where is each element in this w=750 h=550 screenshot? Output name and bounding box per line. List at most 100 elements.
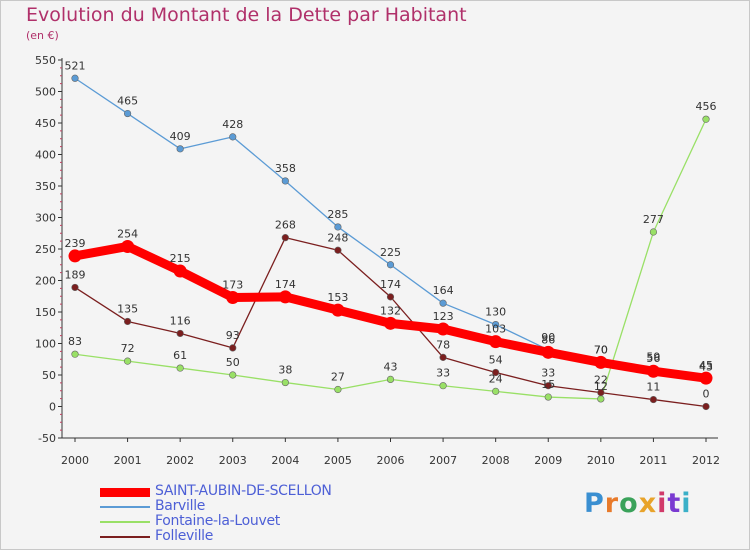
series-point-2 — [176, 364, 184, 372]
x-tick-label: 2008 — [482, 454, 510, 467]
series-point-0 — [68, 249, 82, 263]
series-point-1 — [439, 299, 447, 307]
y-tick-label: 550 — [35, 54, 56, 67]
data-label-1: 465 — [117, 95, 138, 108]
data-label-1: 409 — [170, 130, 191, 143]
series-line-1 — [74, 77, 707, 381]
series-point-2 — [334, 385, 342, 394]
series-point-0 — [384, 316, 397, 330]
series-point-0 — [594, 355, 608, 369]
x-tick-label: 2003 — [219, 454, 247, 467]
data-label-0: 239 — [65, 237, 86, 250]
data-label-1: 59 — [646, 350, 660, 363]
legend-swatch — [100, 536, 150, 538]
data-label-1: 358 — [275, 162, 296, 175]
logo-letter: o — [619, 488, 639, 519]
series-point-3 — [334, 246, 342, 254]
series-point-1 — [281, 177, 289, 185]
legend-item: Folleville — [100, 528, 420, 544]
legend-item: Fontaine-la-Louvet — [100, 513, 420, 529]
data-label-0: 132 — [380, 304, 401, 317]
data-label-3: 33 — [541, 367, 555, 380]
data-label-2: 15 — [541, 378, 555, 391]
chart-title: Evolution du Montant de la Dette par Hab… — [26, 4, 467, 26]
chart-subtitle: (en €) — [26, 29, 59, 42]
series-point-0 — [331, 303, 345, 317]
series-point-0 — [173, 264, 187, 278]
series-point-1 — [176, 145, 184, 153]
series-point-0 — [646, 364, 660, 378]
series-point-0 — [699, 371, 713, 385]
y-tick-label: 150 — [35, 306, 56, 319]
data-label-0: 215 — [170, 252, 191, 265]
series-point-1 — [334, 223, 342, 231]
data-label-0: 254 — [117, 227, 138, 240]
data-label-2: 12 — [594, 380, 608, 393]
data-label-2: 33 — [436, 367, 450, 380]
data-label-3: 0 — [703, 388, 710, 401]
data-label-0: 56 — [646, 352, 660, 365]
series-point-2 — [281, 378, 289, 387]
data-label-0: 103 — [485, 323, 506, 336]
data-label-1: 164 — [433, 284, 454, 297]
y-tick-label: 350 — [35, 180, 56, 193]
y-tick-label: 400 — [35, 149, 56, 162]
legend-label: Folleville — [155, 528, 214, 544]
series-point-3 — [439, 353, 447, 361]
series-point-0 — [436, 322, 450, 336]
series-point-2 — [492, 387, 500, 395]
data-label-0: 45 — [699, 359, 713, 372]
y-tick-label: 450 — [35, 117, 56, 130]
series-point-3 — [229, 344, 237, 352]
data-label-1: 90 — [541, 331, 555, 344]
x-tick-label: 2006 — [377, 454, 405, 467]
data-label-2: 83 — [68, 335, 82, 348]
x-tick-label: 2012 — [692, 454, 720, 467]
series-point-3 — [492, 368, 500, 377]
data-label-3: 22 — [594, 374, 608, 387]
series-point-3 — [281, 234, 289, 242]
logo-letter: i — [681, 488, 692, 519]
proxiti-logo: Proxiti — [584, 488, 692, 519]
series-point-2 — [229, 371, 237, 379]
series-point-2 — [386, 375, 395, 384]
series-point-2 — [439, 382, 447, 390]
series-point-3 — [597, 389, 605, 397]
legend-swatch — [100, 521, 150, 523]
data-label-0: 174 — [275, 278, 296, 291]
data-label-0: 173 — [222, 279, 243, 292]
series-point-3 — [386, 293, 395, 301]
legend-item: SAINT-AUBIN-DE-SCELLON — [100, 483, 420, 499]
series-point-1 — [229, 133, 237, 141]
series-point-3 — [176, 329, 184, 338]
data-label-3: 189 — [65, 268, 86, 281]
data-label-2: 24 — [489, 372, 503, 385]
data-label-2: 38 — [278, 364, 292, 377]
legend: SAINT-AUBIN-DE-SCELLON Barville Fontaine-l… — [100, 483, 420, 544]
data-label-3: 11 — [646, 381, 660, 394]
y-tick-label: 300 — [35, 212, 56, 225]
data-label-2: 72 — [121, 342, 135, 355]
data-label-1: 225 — [380, 246, 401, 259]
series-point-3 — [702, 402, 710, 411]
data-label-3: 268 — [275, 219, 296, 232]
series-point-2 — [649, 228, 658, 236]
data-label-0: 86 — [541, 333, 555, 346]
data-label-2: 61 — [173, 349, 187, 362]
data-label-1: 130 — [485, 306, 506, 319]
series-point-1 — [386, 261, 395, 269]
series-point-0 — [489, 335, 503, 349]
series-point-1 — [492, 321, 500, 329]
y-tick-label: 0 — [49, 401, 56, 414]
data-label-0: 123 — [433, 310, 454, 323]
data-label-3: 116 — [170, 314, 191, 327]
data-label-1: 428 — [222, 118, 243, 131]
x-tick-label: 2009 — [534, 454, 562, 467]
x-tick-label: 2002 — [166, 454, 194, 467]
logo-letter: t — [667, 488, 682, 519]
x-tick-label: 2004 — [271, 454, 299, 467]
series-point-3 — [649, 395, 658, 404]
series-point-3 — [71, 283, 79, 292]
